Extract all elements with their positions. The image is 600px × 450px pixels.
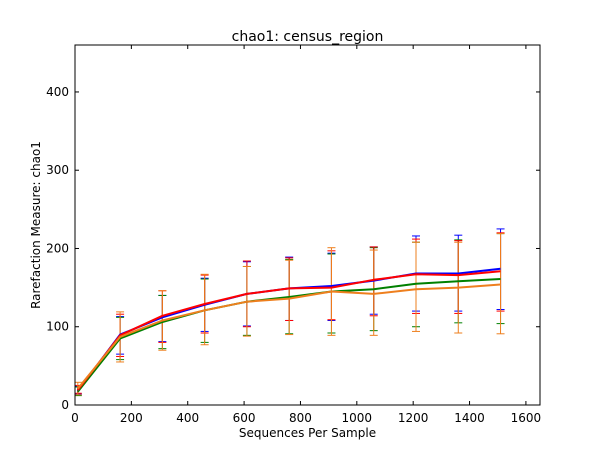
plot-area: [75, 228, 505, 397]
series-line-green: [77, 278, 501, 393]
x-axis-title: Sequences Per Sample: [239, 426, 376, 440]
x-tick-label-1400: 1400: [454, 411, 485, 425]
series-group: [75, 228, 505, 397]
y-tick-label-0: 0: [61, 398, 69, 412]
x-tick-label-800: 800: [289, 411, 312, 425]
plot-frame: [74, 44, 541, 406]
y-axis-title: Rarefaction Measure: chao1: [29, 141, 43, 309]
x-tick-label-1600: 1600: [511, 411, 542, 425]
series-line-red: [77, 270, 501, 391]
x-tick-label-600: 600: [233, 411, 256, 425]
x-tick-label-0: 0: [71, 411, 79, 425]
series-line-orange: [77, 283, 501, 390]
x-tick-label-400: 400: [176, 411, 199, 425]
x-tick-label-1000: 1000: [342, 411, 373, 425]
y-tick-label-100: 100: [46, 320, 69, 334]
axis-ticks: 0 200 400 600 800 1000 1200 1400 1600 0 100 200 300 4…: [46, 45, 541, 425]
y-tick-label-400: 400: [46, 85, 69, 99]
y-tick-label-200: 200: [46, 241, 69, 255]
x-tick-label-200: 200: [120, 411, 143, 425]
chart-title: chao1: census_region: [232, 29, 384, 45]
y-tick-label-300: 300: [46, 163, 69, 177]
x-tick-label-1200: 1200: [398, 411, 429, 425]
